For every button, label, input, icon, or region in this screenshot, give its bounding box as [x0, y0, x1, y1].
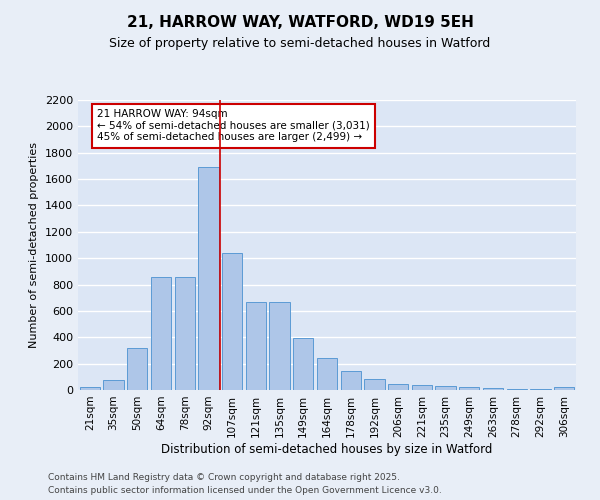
Bar — [436, 386, 455, 390]
Bar — [269, 302, 290, 390]
Bar — [483, 388, 503, 390]
Bar — [199, 167, 218, 390]
Bar — [222, 253, 242, 390]
Bar — [151, 276, 171, 390]
Bar — [80, 388, 100, 390]
Bar — [388, 384, 408, 390]
Text: Contains HM Land Registry data © Crown copyright and database right 2025.: Contains HM Land Registry data © Crown c… — [48, 474, 400, 482]
Bar — [246, 302, 266, 390]
Text: Size of property relative to semi-detached houses in Watford: Size of property relative to semi-detach… — [109, 38, 491, 51]
Bar — [127, 348, 148, 390]
Text: Contains public sector information licensed under the Open Government Licence v3: Contains public sector information licen… — [48, 486, 442, 495]
Bar — [317, 358, 337, 390]
Bar — [341, 371, 361, 390]
Bar — [364, 380, 385, 390]
Text: 21, HARROW WAY, WATFORD, WD19 5EH: 21, HARROW WAY, WATFORD, WD19 5EH — [127, 15, 473, 30]
Text: 21 HARROW WAY: 94sqm
← 54% of semi-detached houses are smaller (3,031)
45% of se: 21 HARROW WAY: 94sqm ← 54% of semi-detac… — [97, 109, 370, 142]
Bar — [459, 388, 479, 390]
Y-axis label: Number of semi-detached properties: Number of semi-detached properties — [29, 142, 40, 348]
Bar — [412, 386, 432, 390]
Bar — [175, 276, 195, 390]
X-axis label: Distribution of semi-detached houses by size in Watford: Distribution of semi-detached houses by … — [161, 442, 493, 456]
Bar — [554, 388, 574, 390]
Bar — [103, 380, 124, 390]
Bar — [293, 338, 313, 390]
